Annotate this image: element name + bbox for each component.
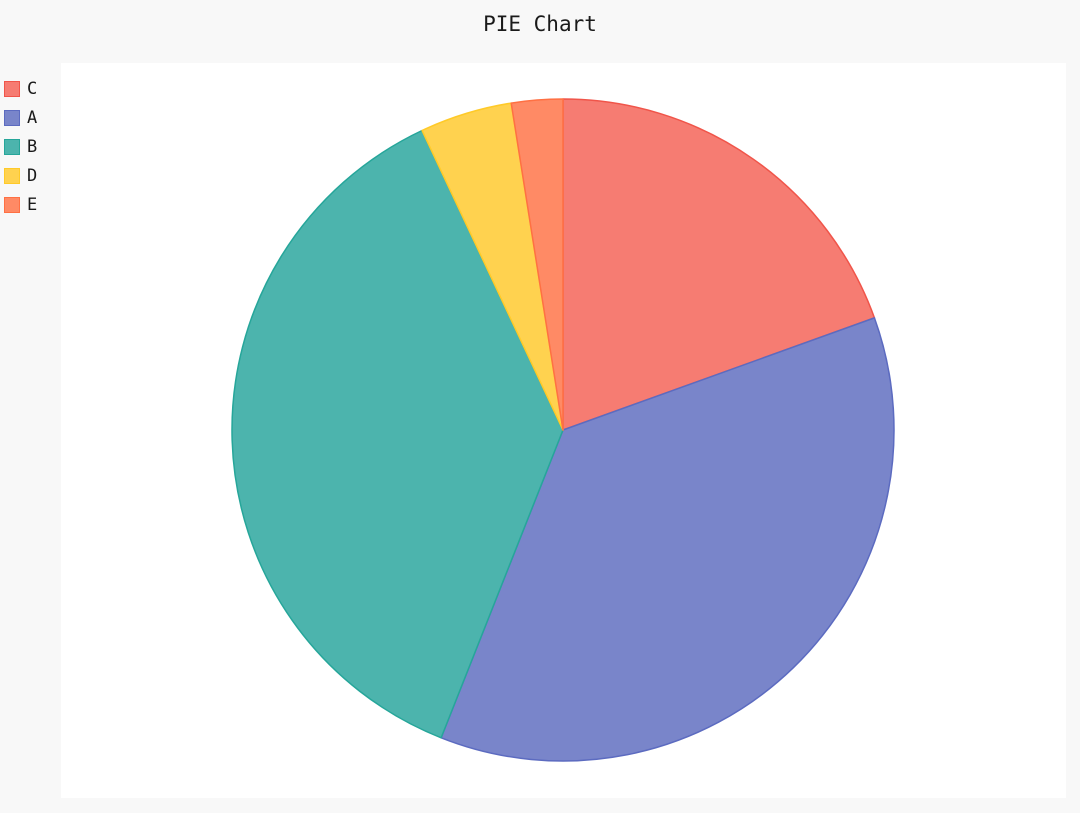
- pie-chart: [231, 98, 895, 762]
- legend-swatch: [4, 196, 20, 213]
- legend-swatch: [4, 109, 20, 126]
- legend-item-c[interactable]: C: [4, 74, 37, 103]
- legend-label: C: [27, 78, 38, 99]
- pie-slice-a[interactable]: [440, 317, 895, 762]
- pie-slice-b[interactable]: [231, 129, 564, 739]
- plot-area: [61, 63, 1066, 798]
- legend-label: D: [27, 165, 38, 186]
- legend-label: E: [27, 194, 38, 215]
- legend-item-e[interactable]: E: [4, 190, 37, 219]
- legend-swatch: [4, 80, 20, 97]
- pie-slice-e[interactable]: [510, 98, 564, 431]
- legend-label: A: [27, 107, 38, 128]
- legend-label: B: [27, 136, 38, 157]
- legend-item-b[interactable]: B: [4, 132, 37, 161]
- legend-item-a[interactable]: A: [4, 103, 37, 132]
- legend-item-d[interactable]: D: [4, 161, 37, 190]
- pie-slice-c[interactable]: [562, 98, 876, 431]
- legend-swatch: [4, 138, 20, 155]
- legend-swatch: [4, 167, 20, 184]
- chart-title: PIE Chart: [483, 12, 597, 36]
